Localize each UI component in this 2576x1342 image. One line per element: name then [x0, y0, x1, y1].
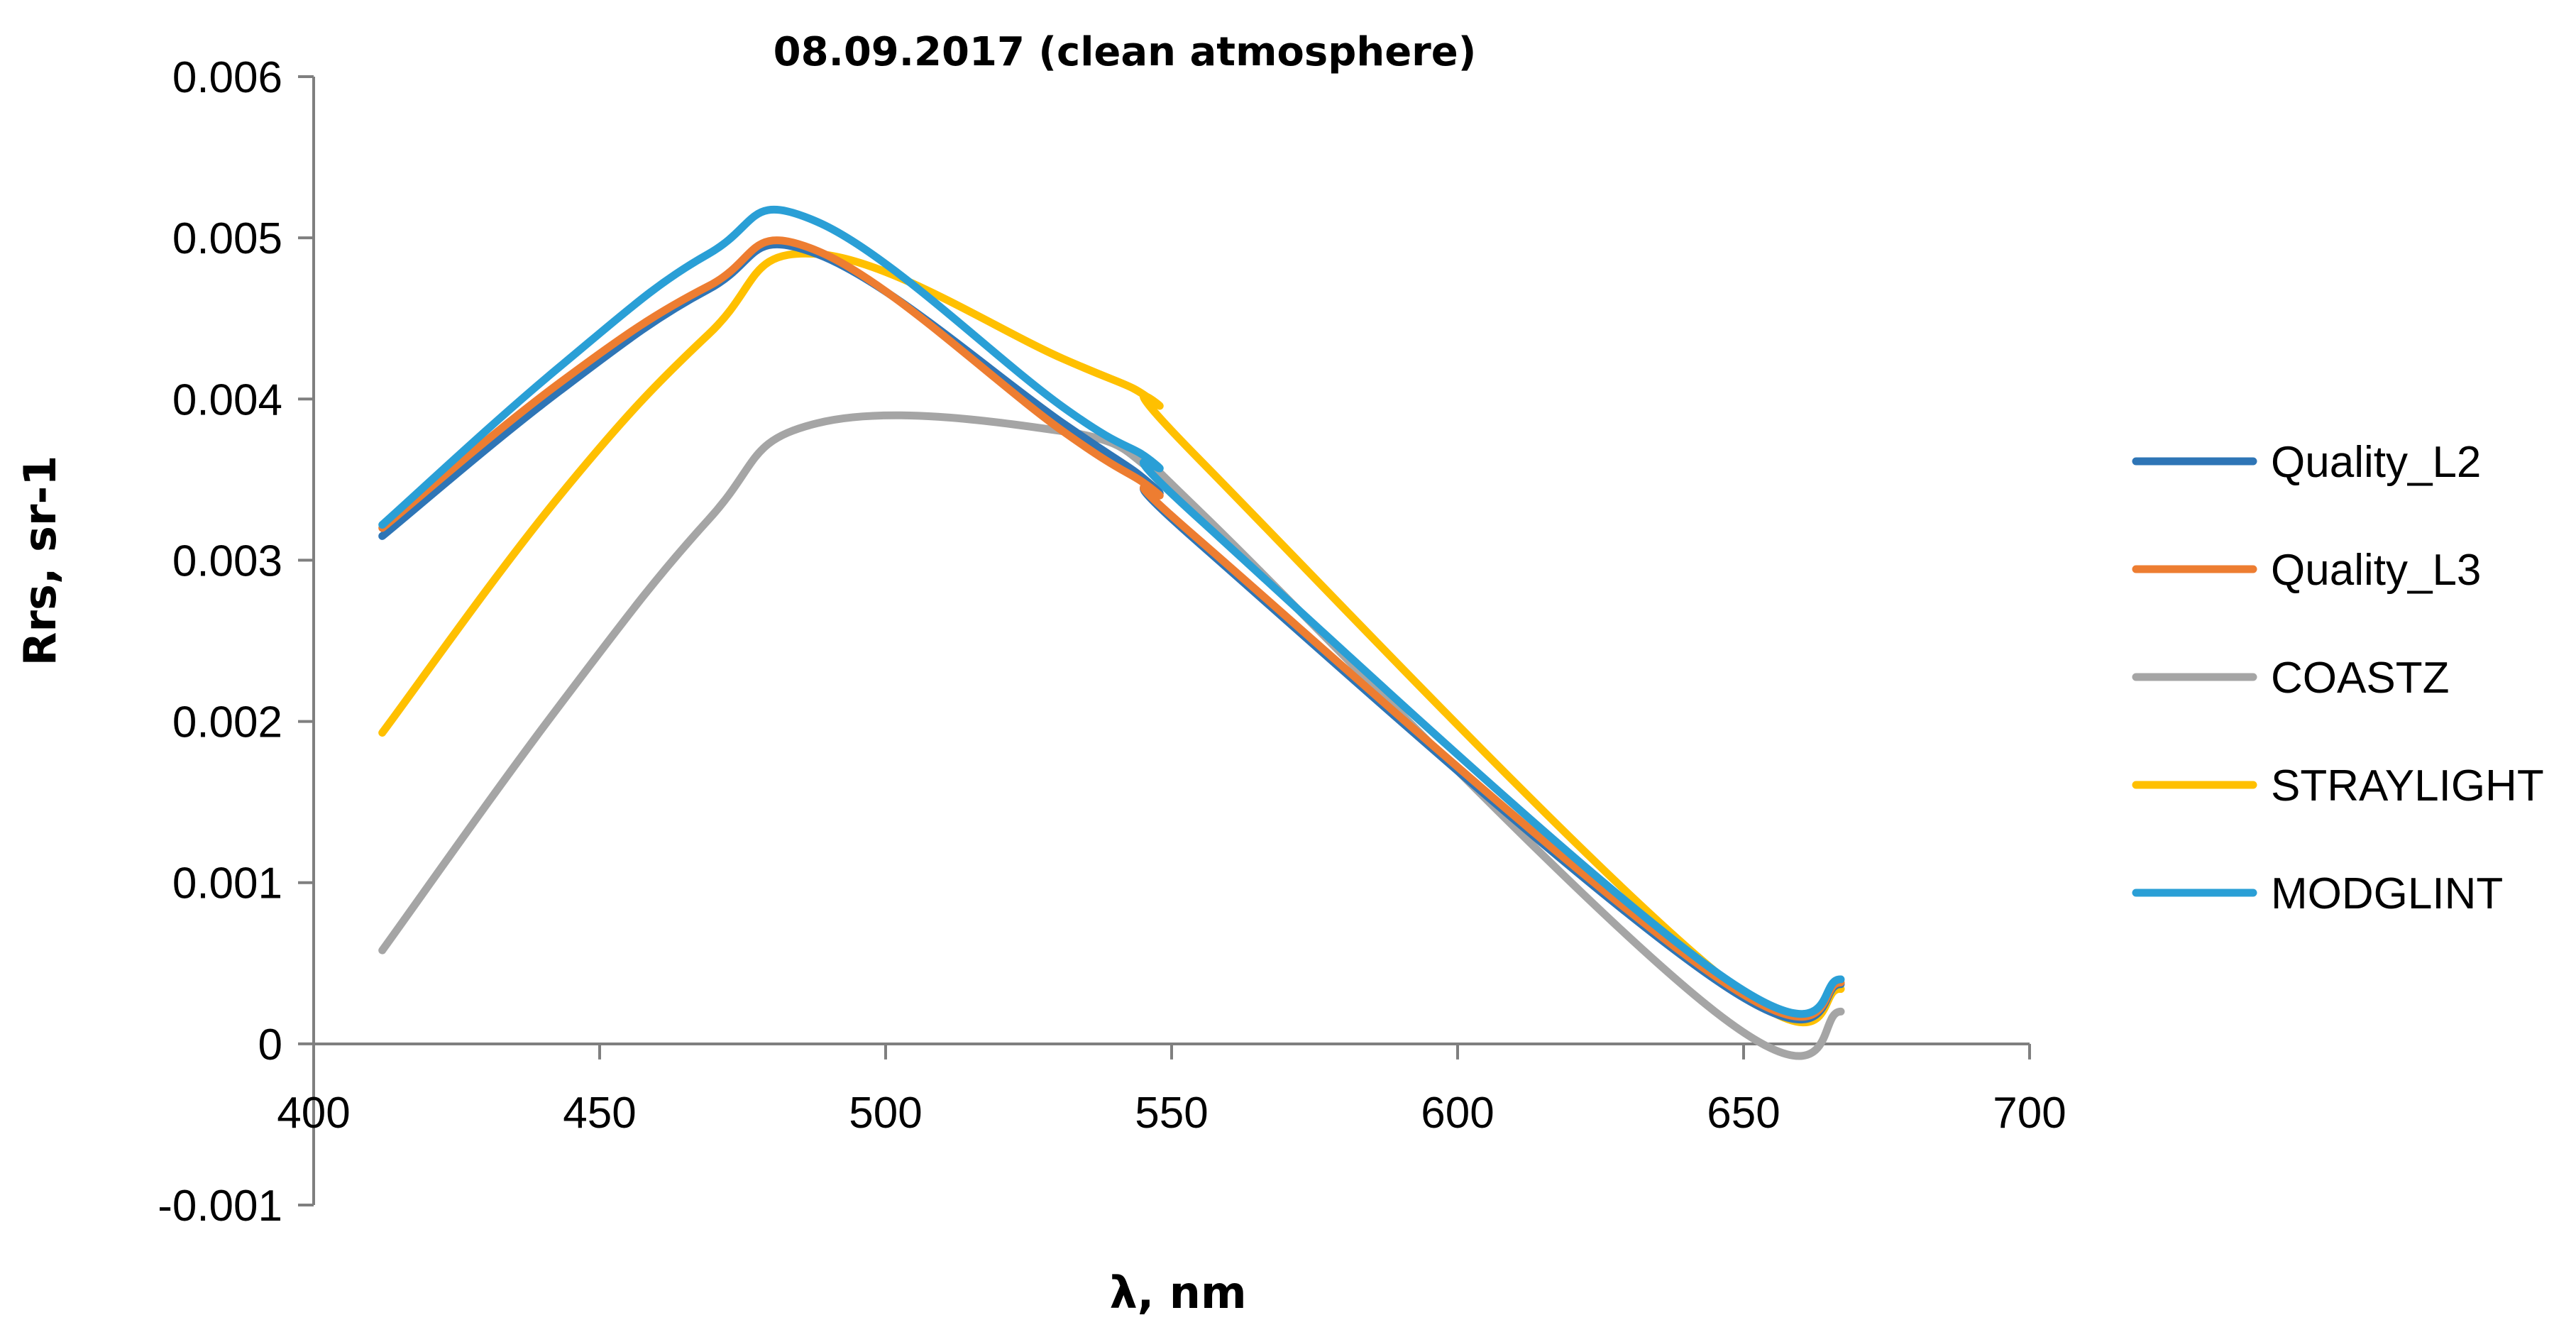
chart-title: 08.09.2017 (clean atmosphere)	[774, 29, 1477, 75]
y-tick-label: 0.005	[172, 214, 282, 263]
x-axis-title: λ, nm	[1109, 1267, 1246, 1319]
legend-label: Quality_L3	[2271, 546, 2481, 595]
y-axis-ticks: 0.006 0.005 0.004 0.003 0.002 0.001 0 -0.001	[158, 53, 314, 1231]
x-tick-label: 600	[1421, 1089, 1494, 1138]
y-tick-label: 0.004	[172, 375, 282, 424]
series-line-coastz	[378, 411, 1845, 1060]
x-tick-label: 400	[277, 1089, 350, 1138]
x-tick-label: 550	[1135, 1089, 1208, 1138]
y-tick-label: -0.001	[158, 1182, 282, 1231]
series-line-straylight	[378, 249, 1845, 1027]
x-tick-label: 700	[1993, 1089, 2066, 1138]
series-line-quality-l3	[378, 236, 1845, 1021]
y-axis-title: Rrs, sr-1	[14, 456, 66, 666]
x-tick-label: 500	[849, 1089, 922, 1138]
y-tick-label: 0.003	[172, 537, 282, 585]
legend-label: MODGLINT	[2271, 869, 2503, 918]
y-tick-label: 0.001	[172, 859, 282, 908]
legend-label: COASTZ	[2271, 654, 2449, 703]
x-tick-label: 650	[1707, 1089, 1780, 1138]
y-tick-label: 0	[258, 1021, 282, 1069]
y-tick-label: 0.002	[172, 698, 282, 747]
x-axis-ticks: 400 450 500 550 600 650 700	[277, 1043, 2066, 1138]
legend-label: Quality_L2	[2271, 438, 2481, 487]
y-tick-label: 0.006	[172, 53, 282, 102]
series-line-modglint	[378, 206, 1845, 1018]
x-tick-label: 450	[563, 1089, 636, 1138]
legend-label: STRAYLIGHT	[2271, 761, 2544, 810]
legend: Quality_L2 Quality_L3 COASTZ STRAYLIGHT MODG…	[2132, 438, 2544, 918]
series-lines	[378, 206, 1845, 1060]
